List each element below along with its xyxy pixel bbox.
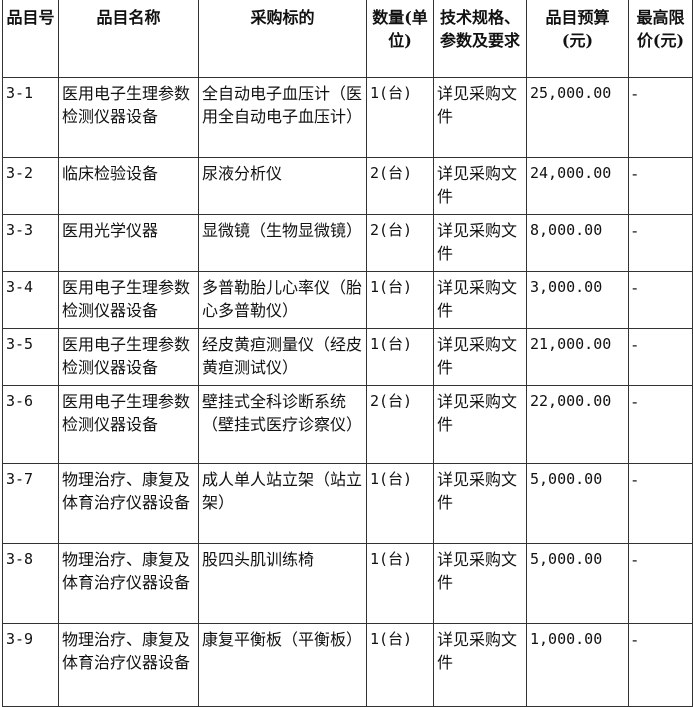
table-row: 3-4 医用电子生理参数检测仪器设备 多普勒胎儿心率仪（胎心多普勒仪） 1(台) 详见采… xyxy=(2,271,693,329)
cell-target: 壁挂式全科诊断系统（壁挂式医疗诊察仪） xyxy=(198,385,367,464)
cell-max-price: - xyxy=(628,463,693,544)
cell-max-price: - xyxy=(628,214,693,272)
table-row: 3-8 物理治疗、康复及体育治疗仪器设备 股四头肌训练椅 1(台) 详见采购文件 5,00… xyxy=(2,543,693,624)
cell-budget: 21,000.00 xyxy=(526,328,629,386)
table-row: 3-2 临床检验设备 尿液分析仪 2(台) 详见采购文件 24,000.00- xyxy=(2,157,693,215)
table-row: 3-7 物理治疗、康复及体育治疗仪器设备 成人单人站立架（站立架） 1(台) 详见采购文… xyxy=(2,463,693,544)
cell-item-name: 医用电子生理参数检测仪器设备 xyxy=(58,328,199,386)
cell-spec: 详见采购文件 xyxy=(433,328,527,386)
cell-item-no: 3-2 xyxy=(2,157,59,215)
cell-quantity: 1(台) xyxy=(366,328,434,386)
cell-budget: 1,000.00 xyxy=(526,623,629,707)
cell-spec: 详见采购文件 xyxy=(433,463,527,544)
cell-quantity: 1(台) xyxy=(366,623,434,707)
cell-item-no: 3-3 xyxy=(2,214,59,272)
header-row: 品目号 品目名称 采购标的 数量(单位) 技术规格、参数及要求 品目预算(元) … xyxy=(2,0,693,78)
cell-item-no: 3-7 xyxy=(2,463,59,544)
cell-item-name: 临床检验设备 xyxy=(58,157,199,215)
cell-max-price: - xyxy=(628,385,693,464)
table-row: 3-6 医用电子生理参数检测仪器设备 壁挂式全科诊断系统（壁挂式医疗诊察仪） 2(台)… xyxy=(2,385,693,464)
table-row: 3-5 医用电子生理参数检测仪器设备 经皮黄疸测量仪（经皮黄疸测试仪） 1(台) 详见采… xyxy=(2,328,693,386)
cell-spec: 详见采购文件 xyxy=(433,385,527,464)
cell-max-price: - xyxy=(628,271,693,329)
cell-budget: 8,000.00 xyxy=(526,214,629,272)
header-budget: 品目预算(元) xyxy=(526,0,629,78)
cell-quantity: 1(台) xyxy=(366,463,434,544)
header-target: 采购标的 xyxy=(198,0,367,78)
cell-quantity: 1(台) xyxy=(366,77,434,158)
cell-spec: 详见采购文件 xyxy=(433,623,527,707)
cell-budget: 24,000.00 xyxy=(526,157,629,215)
header-item-name: 品目名称 xyxy=(58,0,199,78)
cell-spec: 详见采购文件 xyxy=(433,271,527,329)
cell-target: 全自动电子血压计（医用全自动电子血压计） xyxy=(198,77,367,158)
cell-target: 多普勒胎儿心率仪（胎心多普勒仪） xyxy=(198,271,367,329)
cell-target: 经皮黄疸测量仪（经皮黄疸测试仪） xyxy=(198,328,367,386)
table-row: 3-9 物理治疗、康复及体育治疗仪器设备 康复平衡板（平衡板） 1(台) 详见采购文件 1… xyxy=(2,623,693,707)
cell-item-no: 3-4 xyxy=(2,271,59,329)
cell-item-name: 医用电子生理参数检测仪器设备 xyxy=(58,77,199,158)
cell-item-name: 物理治疗、康复及体育治疗仪器设备 xyxy=(58,463,199,544)
cell-target: 康复平衡板（平衡板） xyxy=(198,623,367,707)
cell-max-price: - xyxy=(628,543,693,624)
cell-quantity: 1(台) xyxy=(366,543,434,624)
cell-target: 显微镜（生物显微镜） xyxy=(198,214,367,272)
cell-item-no: 3-5 xyxy=(2,328,59,386)
header-max-price: 最高限价(元) xyxy=(628,0,693,78)
cell-item-no: 3-9 xyxy=(2,623,59,707)
cell-target: 尿液分析仪 xyxy=(198,157,367,215)
cell-item-name: 医用光学仪器 xyxy=(58,214,199,272)
cell-item-no: 3-8 xyxy=(2,543,59,624)
cell-spec: 详见采购文件 xyxy=(433,157,527,215)
cell-max-price: - xyxy=(628,328,693,386)
cell-item-name: 医用电子生理参数检测仪器设备 xyxy=(58,385,199,464)
cell-budget: 22,000.00 xyxy=(526,385,629,464)
cell-spec: 详见采购文件 xyxy=(433,214,527,272)
cell-quantity: 1(台) xyxy=(366,271,434,329)
cell-max-price: - xyxy=(628,157,693,215)
cell-target: 成人单人站立架（站立架） xyxy=(198,463,367,544)
table-row: 3-1 医用电子生理参数检测仪器设备 全自动电子血压计（医用全自动电子血压计） 1(台… xyxy=(2,77,693,158)
cell-budget: 3,000.00 xyxy=(526,271,629,329)
cell-max-price: - xyxy=(628,77,693,158)
cell-budget: 25,000.00 xyxy=(526,77,629,158)
cell-item-name: 物理治疗、康复及体育治疗仪器设备 xyxy=(58,543,199,624)
cell-spec: 详见采购文件 xyxy=(433,543,527,624)
cell-spec: 详见采购文件 xyxy=(433,77,527,158)
cell-item-name: 医用电子生理参数检测仪器设备 xyxy=(58,271,199,329)
cell-item-no: 3-1 xyxy=(2,77,59,158)
table-row: 3-3 医用光学仪器 显微镜（生物显微镜） 2(台) 详见采购文件 8,000.00- xyxy=(2,214,693,272)
cell-budget: 5,000.00 xyxy=(526,463,629,544)
cell-quantity: 2(台) xyxy=(366,385,434,464)
header-quantity: 数量(单位) xyxy=(366,0,434,78)
cell-quantity: 2(台) xyxy=(366,157,434,215)
cell-budget: 5,000.00 xyxy=(526,543,629,624)
cell-max-price: - xyxy=(628,623,693,707)
header-spec: 技术规格、参数及要求 xyxy=(433,0,527,78)
cell-item-name: 物理治疗、康复及体育治疗仪器设备 xyxy=(58,623,199,707)
header-item-no: 品目号 xyxy=(2,0,59,78)
cell-target: 股四头肌训练椅 xyxy=(198,543,367,624)
cell-item-no: 3-6 xyxy=(2,385,59,464)
cell-quantity: 2(台) xyxy=(366,214,434,272)
